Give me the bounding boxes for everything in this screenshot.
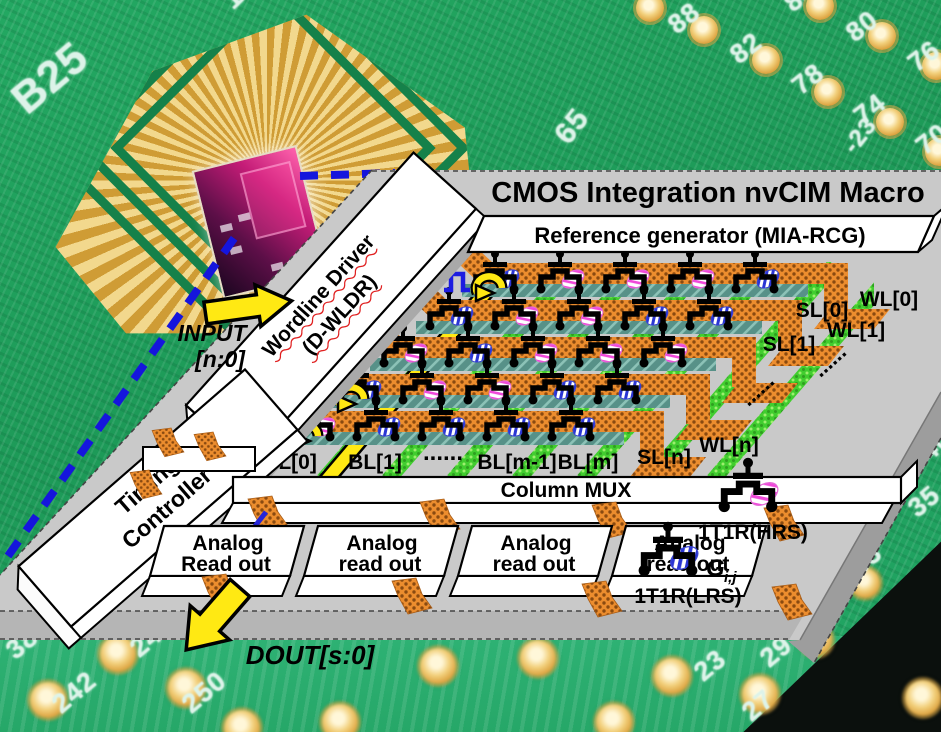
analog-readout-label-1b: Read out [181,553,271,576]
analog-readout-label-2a: Analog [346,532,417,555]
label-bl1: BL[1] [348,451,402,474]
pcb-pad [752,46,780,74]
pcb-pad [168,670,204,706]
analog-readout-label-3a: Analog [500,532,571,555]
legend-conductance-label: G [706,555,725,582]
reference-generator-block: Reference generator (MIA-RCG) [466,208,941,254]
dout-arrow [184,577,253,653]
pcb-pad [596,704,632,732]
label-wl1: WL[1] [827,319,885,342]
legend-hrs-label: 1T1R(HRS) [698,521,808,544]
analog-readout-label-1a: Analog [192,532,263,555]
pcb-pad [690,16,718,44]
pcb-pad [925,138,941,166]
pcb-pad [520,640,556,676]
dout-label: DOUT[s:0] [246,640,376,670]
label-sln: SL[n] [637,446,691,469]
reference-generator-label: Reference generator (MIA-RCG) [534,223,865,248]
label-wl0: WL[0] [860,288,918,311]
pcb-pad [922,52,941,80]
label-blm: BL[m] [558,451,619,474]
pcb-pad [806,0,834,20]
pcb-pad [322,704,358,732]
sourceline-bars [278,284,808,445]
input-arrow [201,281,295,330]
spellcheck-squiggle [311,285,383,364]
label-sl0: SL[0] [796,299,849,322]
legend: 1T1R(HRS) 1T1R(LRS) G i,j [634,458,808,608]
pcb-pad [420,648,456,684]
pcb-pad [30,682,66,718]
pcb-pad [636,0,664,22]
spellcheck-squiggle [275,248,378,363]
pcb-pad [224,710,260,732]
ellipsis-bl: ...... [423,439,463,466]
label-blm1: BL[m-1] [477,451,556,474]
pcb-pad [742,676,778,712]
pcb-pad [654,658,690,694]
input-label: INPUT [178,320,249,346]
label-sl1: SL[1] [763,333,816,356]
diagram-title: CMOS Integration nvCIM Macro [491,177,924,209]
pcb-pad [905,680,941,716]
pcb-pad [100,636,136,672]
legend-lrs-label: 1T1R(LRS) [634,585,741,608]
analog-readout-blocks: Analog Read out Analog read out Analog r… [140,524,813,621]
column-mux-label: Column MUX [501,479,632,502]
analog-readout-label-3b: read out [493,553,576,576]
pcb-pad [876,108,904,136]
pcb-pad [814,78,842,106]
analog-readout-label-2b: read out [339,553,422,576]
label-wln: WL[n] [699,434,758,457]
input-bus-label: [n:0] [194,346,246,372]
pcb-pad [868,22,896,50]
legend-conductance-subscript: i,j [724,569,737,586]
